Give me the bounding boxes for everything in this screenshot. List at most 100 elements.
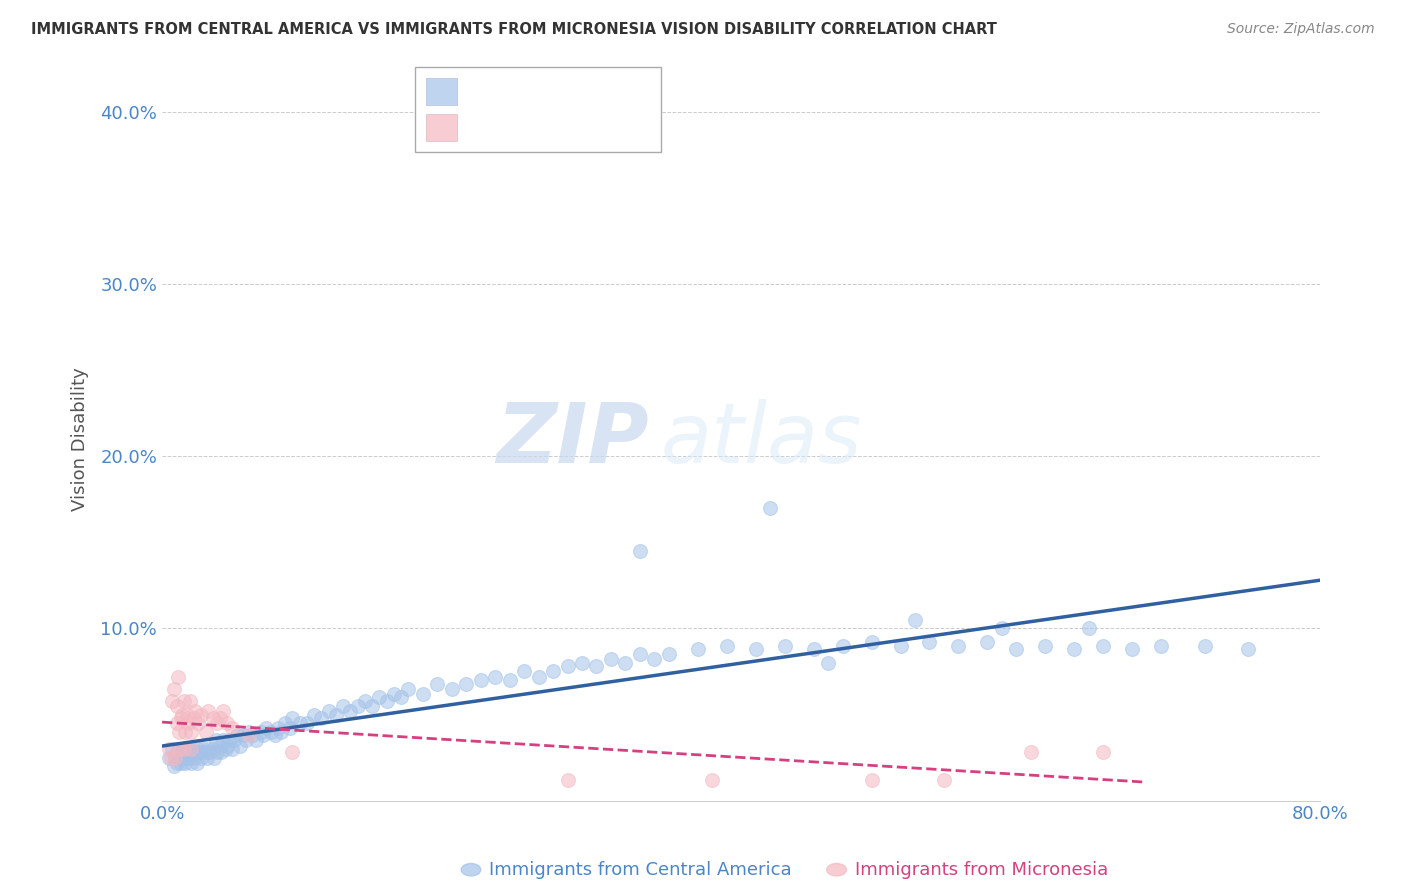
Y-axis label: Vision Disability: Vision Disability bbox=[72, 368, 89, 511]
Point bbox=[440, 681, 463, 696]
Point bbox=[194, 724, 217, 739]
Text: IMMIGRANTS FROM CENTRAL AMERICA VS IMMIGRANTS FROM MICRONESIA VISION DISABILITY : IMMIGRANTS FROM CENTRAL AMERICA VS IMMIG… bbox=[31, 22, 997, 37]
Point bbox=[976, 635, 998, 649]
Point bbox=[318, 704, 340, 718]
Point bbox=[628, 544, 651, 558]
Text: atlas: atlas bbox=[661, 399, 862, 480]
Point bbox=[184, 704, 207, 718]
Point bbox=[205, 746, 228, 760]
Point bbox=[212, 704, 235, 718]
Point bbox=[179, 694, 201, 708]
Point bbox=[1019, 746, 1042, 760]
Point bbox=[169, 742, 191, 756]
Point bbox=[157, 750, 180, 764]
Point bbox=[221, 721, 243, 735]
Point bbox=[658, 647, 681, 661]
Point bbox=[412, 687, 434, 701]
Point bbox=[187, 716, 209, 731]
Point bbox=[166, 756, 188, 770]
Point bbox=[1150, 639, 1173, 653]
Point bbox=[172, 746, 194, 760]
Point bbox=[226, 728, 249, 742]
Point bbox=[218, 733, 240, 747]
Point bbox=[160, 694, 183, 708]
Point bbox=[238, 724, 260, 739]
Point bbox=[240, 728, 263, 742]
Text: Immigrants from Central America: Immigrants from Central America bbox=[489, 861, 792, 879]
Point bbox=[245, 733, 267, 747]
Point bbox=[1121, 642, 1143, 657]
Point bbox=[188, 746, 211, 760]
Point bbox=[184, 746, 207, 760]
Point bbox=[173, 742, 195, 756]
Text: R =   0.412    N = 116: R = 0.412 N = 116 bbox=[465, 78, 650, 96]
Point bbox=[375, 694, 398, 708]
Point bbox=[541, 665, 564, 679]
Point bbox=[170, 756, 193, 770]
Point bbox=[194, 746, 217, 760]
Point bbox=[202, 750, 225, 764]
Point bbox=[208, 711, 231, 725]
Point bbox=[174, 756, 197, 770]
Point bbox=[165, 750, 187, 764]
Point bbox=[217, 716, 239, 731]
Point bbox=[232, 728, 254, 742]
Point bbox=[208, 739, 231, 753]
Point bbox=[860, 635, 883, 649]
Point bbox=[204, 733, 226, 747]
Text: Source: ZipAtlas.com: Source: ZipAtlas.com bbox=[1227, 22, 1375, 37]
Point bbox=[571, 656, 593, 670]
Point bbox=[361, 698, 384, 713]
Point bbox=[274, 716, 297, 731]
Point bbox=[176, 707, 198, 722]
Point bbox=[426, 676, 449, 690]
Point bbox=[368, 690, 391, 705]
Point bbox=[260, 724, 283, 739]
Point bbox=[557, 659, 579, 673]
Point bbox=[614, 656, 637, 670]
Point bbox=[456, 676, 478, 690]
Point bbox=[166, 716, 188, 731]
Point bbox=[325, 707, 347, 722]
Point bbox=[759, 500, 782, 515]
Point bbox=[205, 716, 228, 731]
Point bbox=[197, 742, 219, 756]
Point bbox=[180, 742, 202, 756]
Point bbox=[702, 772, 724, 787]
Point bbox=[346, 698, 368, 713]
Point bbox=[180, 724, 202, 739]
Point bbox=[643, 652, 665, 666]
Text: R = -0.2    N = 40: R = -0.2 N = 40 bbox=[465, 114, 613, 132]
Point bbox=[181, 742, 204, 756]
Point bbox=[745, 642, 768, 657]
Point bbox=[281, 746, 304, 760]
Point bbox=[889, 639, 911, 653]
Point bbox=[773, 639, 796, 653]
Point bbox=[628, 647, 651, 661]
Point bbox=[302, 707, 325, 722]
Point bbox=[1033, 639, 1056, 653]
Point bbox=[190, 707, 212, 722]
Point bbox=[195, 750, 218, 764]
Point bbox=[1237, 642, 1260, 657]
Point bbox=[180, 756, 202, 770]
Point bbox=[382, 687, 405, 701]
Point bbox=[991, 622, 1014, 636]
Point bbox=[177, 750, 200, 764]
Point bbox=[1092, 639, 1115, 653]
Point bbox=[215, 742, 238, 756]
Point bbox=[803, 642, 825, 657]
Point bbox=[278, 721, 301, 735]
Point bbox=[198, 746, 221, 760]
Point bbox=[159, 750, 181, 764]
Point bbox=[229, 739, 252, 753]
Point bbox=[264, 728, 287, 742]
Point bbox=[904, 613, 927, 627]
Point bbox=[932, 772, 955, 787]
Point bbox=[187, 742, 209, 756]
Point bbox=[224, 733, 246, 747]
Point bbox=[288, 716, 311, 731]
Point bbox=[166, 698, 188, 713]
Point bbox=[163, 759, 186, 773]
Point bbox=[254, 721, 277, 735]
